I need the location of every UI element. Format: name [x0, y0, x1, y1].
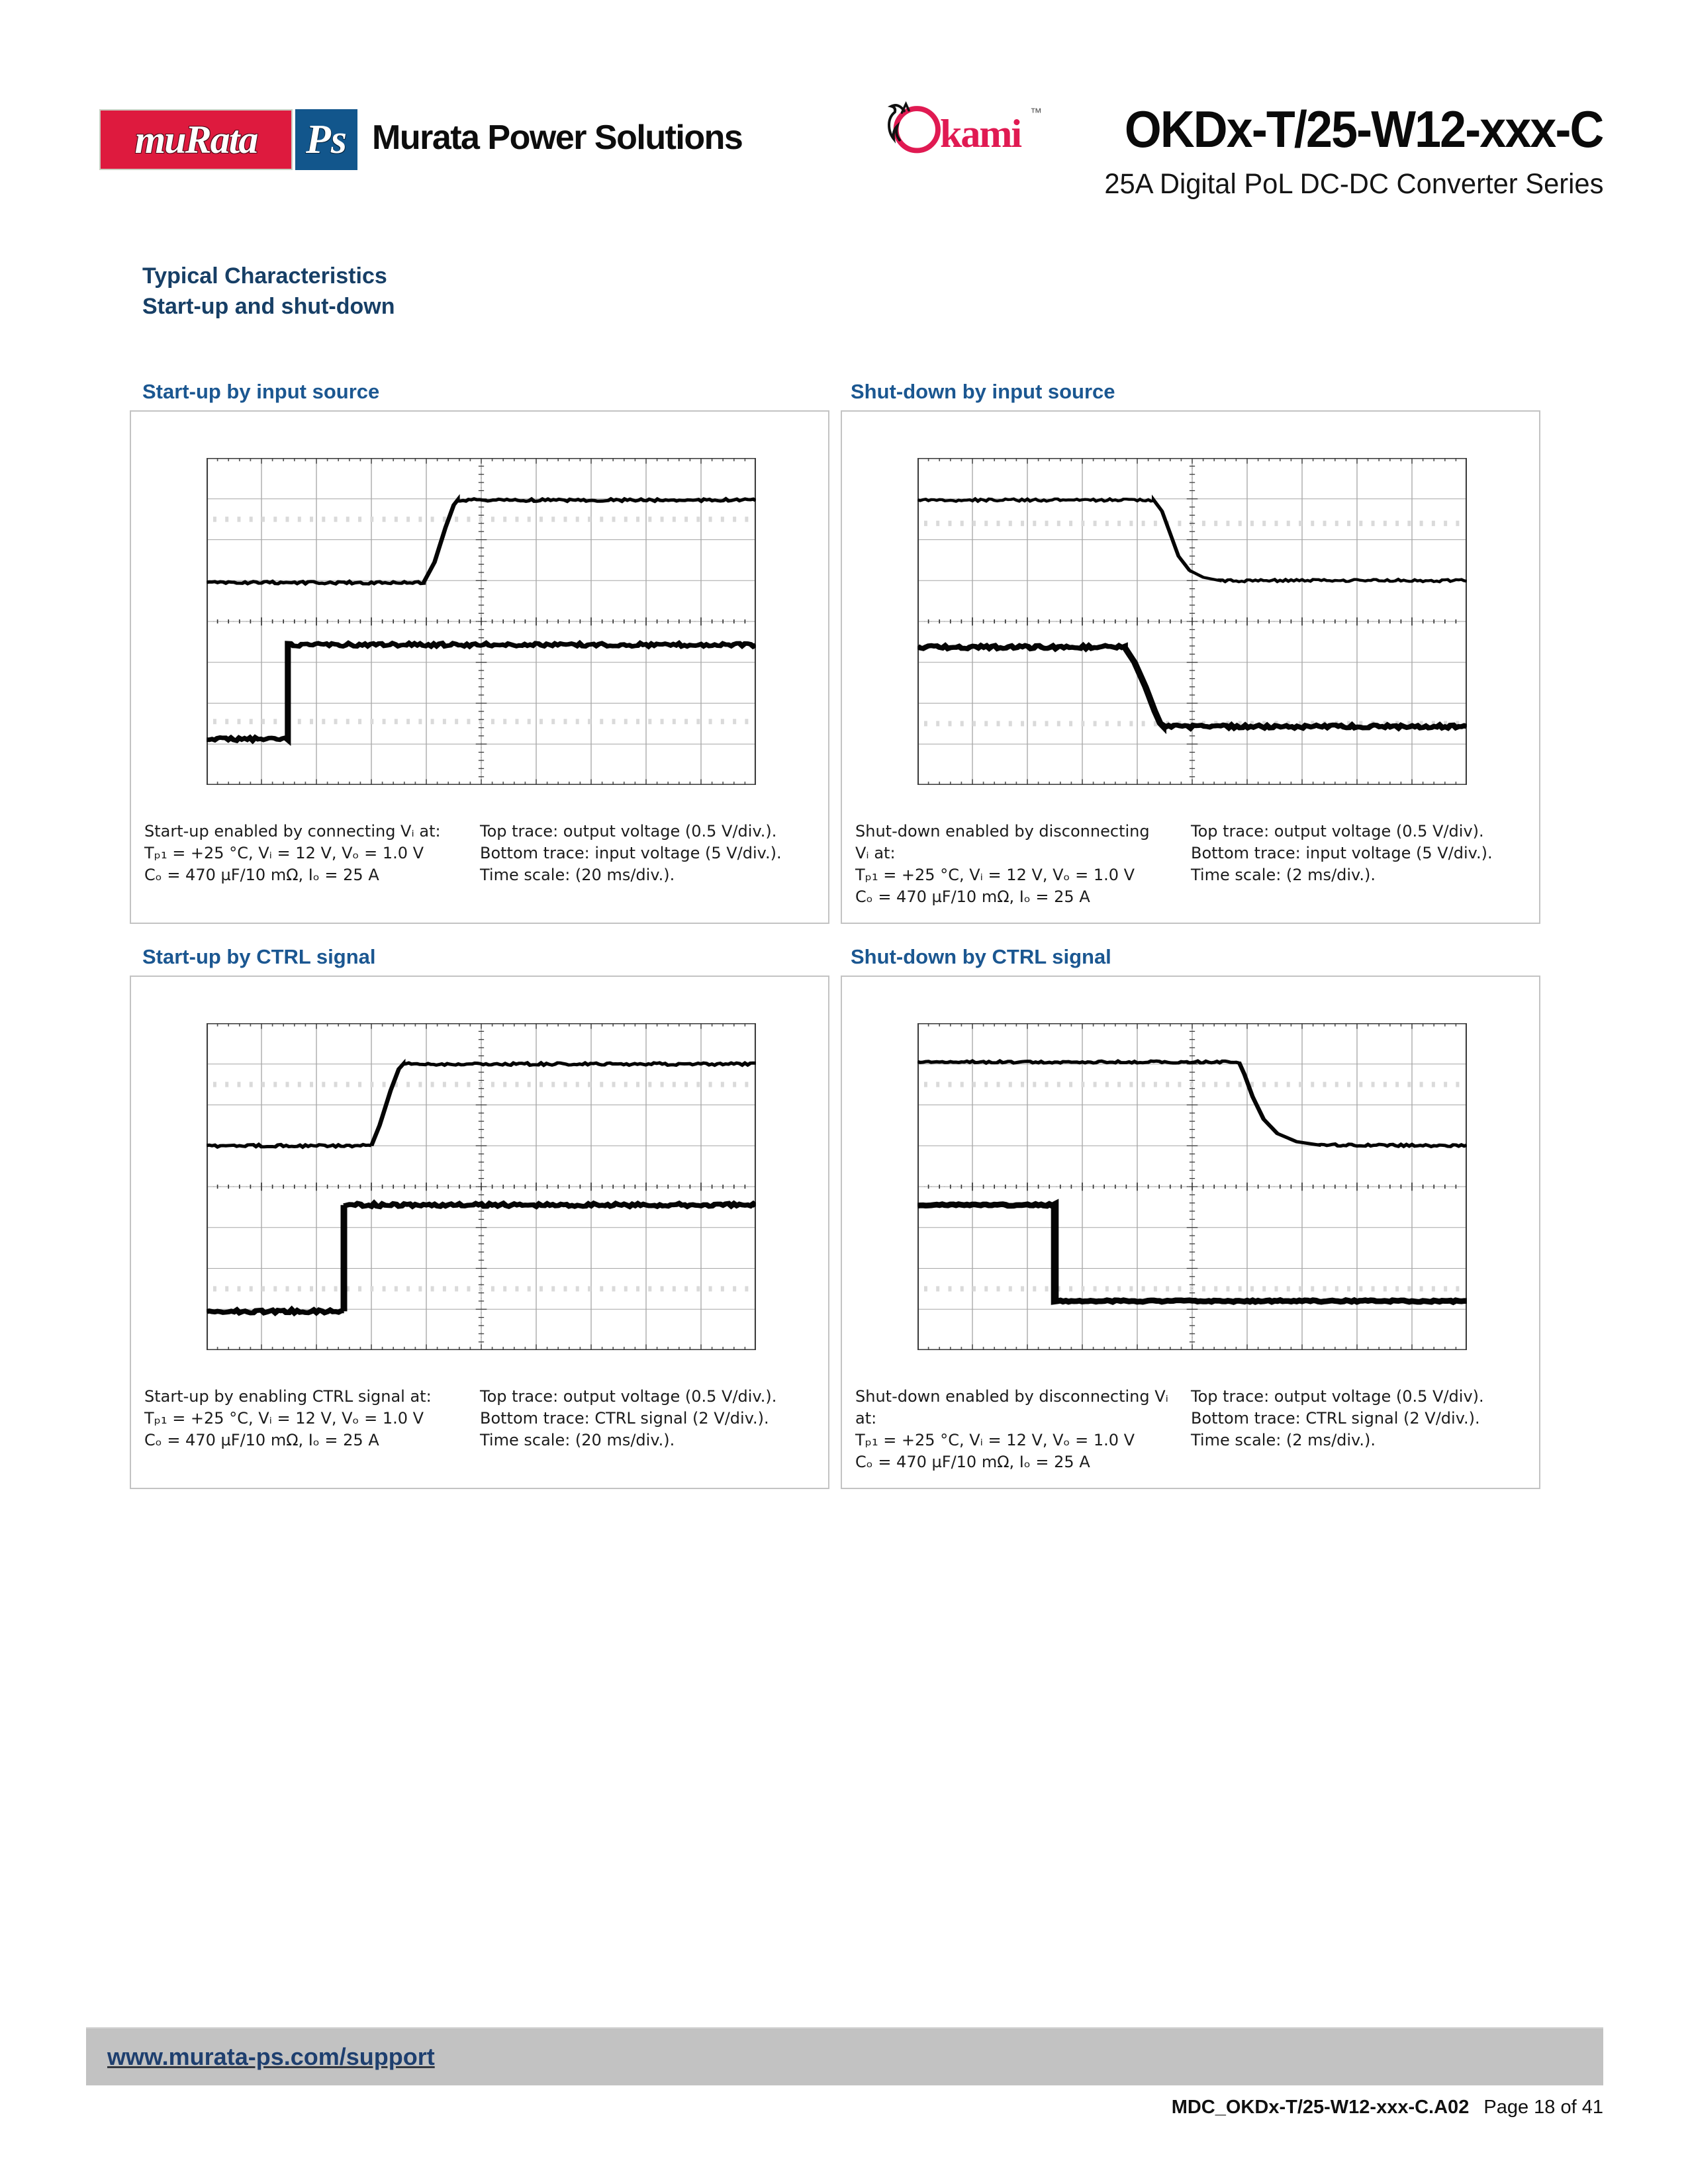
support-link[interactable]: www.murata-ps.com/support: [107, 2043, 435, 2070]
company-name: Murata Power Solutions: [372, 118, 743, 157]
caption-line: Tₚ₁ = +25 °C, Vᵢ = 12 V, Vₒ = 1.0 V: [144, 1409, 424, 1428]
chart-panel-shutdown-input: Shut-down enabled by disconnecting Vᵢ at…: [841, 410, 1540, 924]
chart-title-startup-ctrl: Start-up by CTRL signal: [142, 945, 376, 968]
page-number: Page 18 of 41: [1483, 2097, 1603, 2118]
caption-trace-legend: Top trace: output voltage (0.5 V/div). B…: [1191, 821, 1532, 886]
caption-conditions: Shut-down enabled by disconnecting Vᵢ at…: [855, 1386, 1186, 1473]
caption-line: Top trace: output voltage (0.5 V/div).: [1191, 1387, 1484, 1406]
caption-line: Start-up by enabling CTRL signal at:: [144, 1387, 432, 1406]
chart-title-startup-input: Start-up by input source: [142, 380, 380, 403]
section-title: Typical Characteristics: [142, 263, 387, 289]
caption-conditions: Shut-down enabled by disconnecting Vᵢ at…: [855, 821, 1186, 908]
caption-trace-legend: Top trace: output voltage (0.5 V/div). B…: [1191, 1386, 1532, 1451]
trademark-symbol: ™: [1030, 106, 1042, 119]
doc-id: MDC_OKDx-T/25-W12-xxx-C.A02: [1171, 2097, 1470, 2118]
caption-line: Tₚ₁ = +25 °C, Vᵢ = 12 V, Vₒ = 1.0 V: [144, 844, 424, 862]
caption-line: Cₒ = 470 µF/10 mΩ, Iₒ = 25 A: [855, 887, 1090, 906]
oscilloscope-shutdown-input: [917, 458, 1467, 785]
caption-line: Cₒ = 470 µF/10 mΩ, Iₒ = 25 A: [144, 866, 379, 884]
caption-line: at:: [855, 1409, 877, 1428]
caption-line: Tₚ₁ = +25 °C, Vᵢ = 12 V, Vₒ = 1.0 V: [855, 1431, 1135, 1449]
okami-wolf-icon: [887, 101, 941, 154]
document-footer-line: MDC_OKDx-T/25-W12-xxx-C.A02 Page 18 of 4…: [1172, 2097, 1603, 2118]
caption-line: Time scale: (20 ms/div.).: [480, 1431, 675, 1449]
caption-line: Cₒ = 470 µF/10 mΩ, Iₒ = 25 A: [855, 1453, 1090, 1471]
chart-panel-startup-ctrl: Start-up by enabling CTRL signal at: Tₚ₁…: [130, 976, 829, 1489]
caption-line: Shut-down enabled by disconnecting: [855, 822, 1150, 841]
chart-title-shutdown-input: Shut-down by input source: [851, 380, 1115, 403]
murata-logo: muRata: [99, 109, 293, 170]
caption-line: Time scale: (2 ms/div.).: [1191, 866, 1376, 884]
caption-line: Shut-down enabled by disconnecting Vᵢ: [855, 1387, 1168, 1406]
chart-title-shutdown-ctrl: Shut-down by CTRL signal: [851, 945, 1111, 968]
caption-trace-legend: Top trace: output voltage (0.5 V/div.). …: [480, 1386, 821, 1451]
caption-line: Start-up enabled by connecting Vᵢ at:: [144, 822, 441, 841]
caption-line: Tₚ₁ = +25 °C, Vᵢ = 12 V, Vₒ = 1.0 V: [855, 866, 1135, 884]
footer-bar: www.murata-ps.com/support: [86, 2027, 1603, 2085]
ps-logo-text: Ps: [306, 116, 347, 162]
oscilloscope-shutdown-ctrl: [917, 1023, 1467, 1350]
oscilloscope-startup-ctrl: [207, 1023, 756, 1350]
ps-logo: Ps: [295, 109, 357, 170]
caption-line: Cₒ = 470 µF/10 mΩ, Iₒ = 25 A: [144, 1431, 379, 1449]
murata-logo-text: muRata: [134, 117, 259, 161]
caption-line: Bottom trace: CTRL signal (2 V/div.).: [1191, 1409, 1480, 1428]
oscilloscope-startup-input: [207, 458, 756, 785]
caption-trace-legend: Top trace: output voltage (0.5 V/div.). …: [480, 821, 821, 886]
caption-conditions: Start-up by enabling CTRL signal at: Tₚ₁…: [144, 1386, 475, 1451]
caption-line: Time scale: (20 ms/div.).: [480, 866, 675, 884]
caption-line: Top trace: output voltage (0.5 V/div.).: [480, 1387, 777, 1406]
caption-conditions: Start-up enabled by connecting Vᵢ at: Tₚ…: [144, 821, 475, 886]
caption-line: Time scale: (2 ms/div.).: [1191, 1431, 1376, 1449]
section-subtitle: Start-up and shut-down: [142, 294, 395, 319]
chart-panel-shutdown-ctrl: Shut-down enabled by disconnecting Vᵢ at…: [841, 976, 1540, 1489]
caption-line: Vᵢ at:: [855, 844, 896, 862]
caption-line: Top trace: output voltage (0.5 V/div).: [1191, 822, 1484, 841]
chart-panel-startup-input: Start-up enabled by connecting Vᵢ at: Tₚ…: [130, 410, 829, 924]
caption-line: Bottom trace: input voltage (5 V/div.).: [1191, 844, 1493, 862]
product-title: OKDx-T/25-W12-xxx-C: [1125, 100, 1605, 158]
caption-line: Bottom trace: input voltage (5 V/div.).: [480, 844, 782, 862]
caption-line: Bottom trace: CTRL signal (2 V/div.).: [480, 1409, 769, 1428]
okami-wordmark: kami: [940, 112, 1022, 156]
product-subtitle: 25A Digital PoL DC-DC Converter Series: [1103, 168, 1603, 200]
caption-line: Top trace: output voltage (0.5 V/div.).: [480, 822, 777, 841]
